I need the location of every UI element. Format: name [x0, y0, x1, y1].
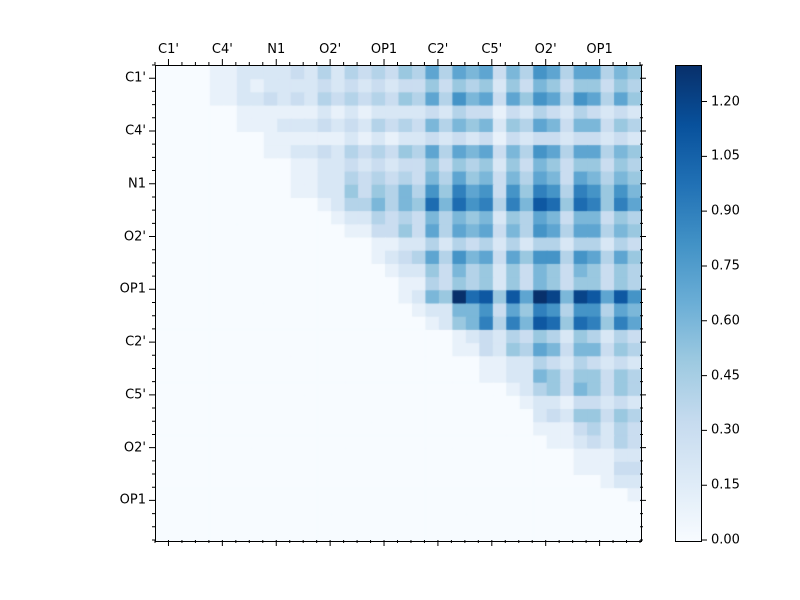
y-axis-label: O2'	[123, 440, 146, 456]
colorbar-tick-label: 1.05	[711, 148, 740, 164]
y-axis-label: N1	[128, 176, 146, 192]
colorbar-tick-label: 0.60	[711, 313, 740, 329]
y-axis-label: OP1	[119, 281, 146, 297]
y-axis-label: C5'	[125, 387, 146, 403]
x-axis-label: C4'	[211, 42, 233, 57]
y-axis-label: OP1	[119, 492, 146, 508]
heatmap-canvas	[156, 66, 641, 541]
colorbar-tick-label: 0.00	[711, 532, 740, 548]
colorbar-tick-label: 0.45	[711, 368, 740, 384]
y-axis-label: C4'	[125, 123, 146, 139]
x-axis-label: C1'	[158, 42, 179, 57]
x-axis-label: C5'	[481, 42, 503, 57]
x-axis-label: O2'	[534, 42, 557, 57]
x-axis-label: O2'	[319, 42, 342, 57]
colorbar-tick-label: 0.90	[711, 203, 740, 219]
x-axis-label: C2'	[427, 42, 449, 57]
colorbar-tick-label: 1.20	[711, 94, 740, 110]
colorbar-tick-label: 0.30	[711, 422, 740, 438]
y-axis-label: C1'	[125, 70, 146, 86]
x-axis-label: OP1	[370, 42, 398, 57]
x-axis-label: N1	[267, 42, 286, 57]
colorbar-tick-label: 0.15	[711, 477, 740, 493]
heatmap-plot	[155, 65, 642, 542]
y-axis-label: C2'	[125, 334, 146, 350]
x-axis-label: OP1	[586, 42, 613, 57]
y-axis-label: O2'	[123, 229, 146, 245]
colorbar-tick-label: 0.75	[711, 258, 740, 274]
colorbar	[675, 65, 702, 542]
